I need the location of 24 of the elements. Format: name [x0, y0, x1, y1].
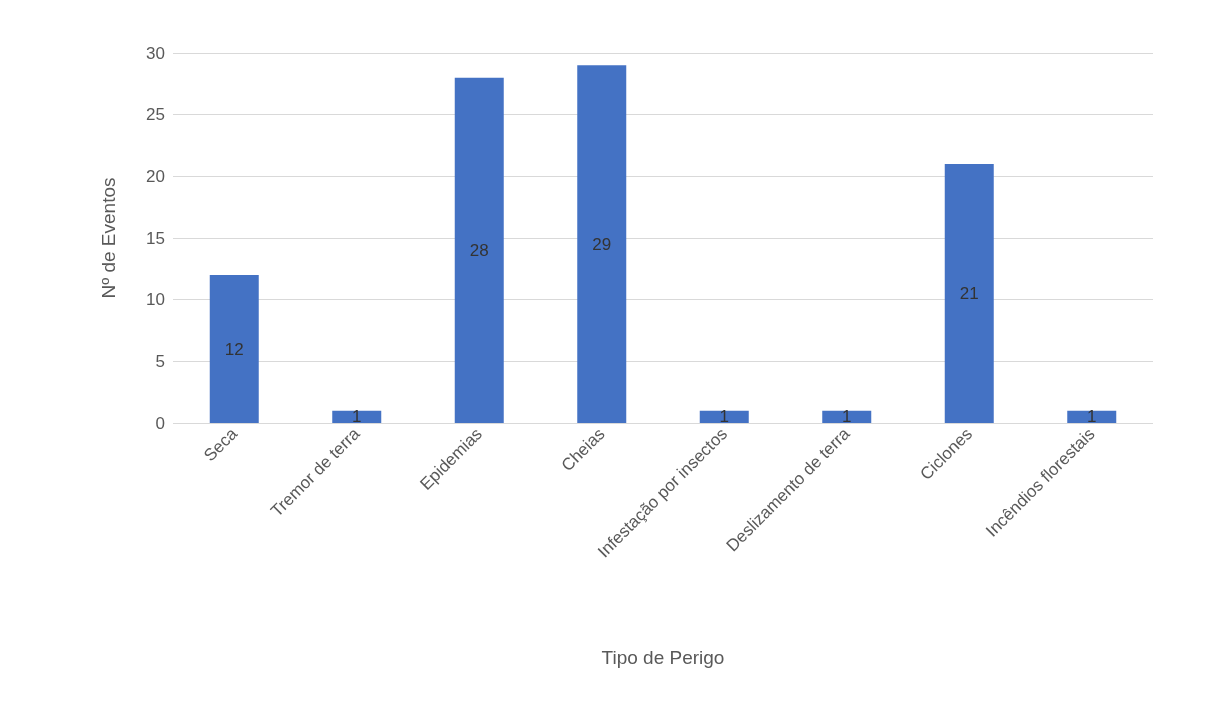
y-tick-label: 5 — [155, 351, 165, 371]
y-axis-title: Nº de Eventos — [98, 177, 119, 299]
y-tick-label: 0 — [155, 413, 165, 433]
bar — [577, 65, 627, 423]
bar — [209, 275, 259, 423]
y-tick-label: 25 — [146, 105, 165, 125]
x-axis-title: Tipo de Perigo — [601, 647, 725, 668]
y-tick-label: 10 — [146, 290, 165, 310]
data-label: 21 — [959, 284, 979, 303]
y-tick-label: 20 — [146, 166, 165, 186]
bar — [332, 410, 382, 423]
bar — [822, 410, 872, 423]
data-label: 12 — [224, 339, 244, 359]
bar — [1067, 410, 1117, 423]
bar — [944, 164, 994, 423]
data-label: 29 — [592, 234, 612, 254]
data-label: 1 — [352, 407, 362, 427]
data-label: 1 — [842, 407, 852, 427]
data-label: 1 — [1087, 407, 1097, 427]
y-tick-label: 15 — [146, 228, 165, 248]
data-label: 1 — [719, 407, 729, 427]
y-tick-label: 30 — [146, 43, 165, 63]
bar — [454, 77, 504, 423]
data-label: 28 — [469, 240, 489, 260]
